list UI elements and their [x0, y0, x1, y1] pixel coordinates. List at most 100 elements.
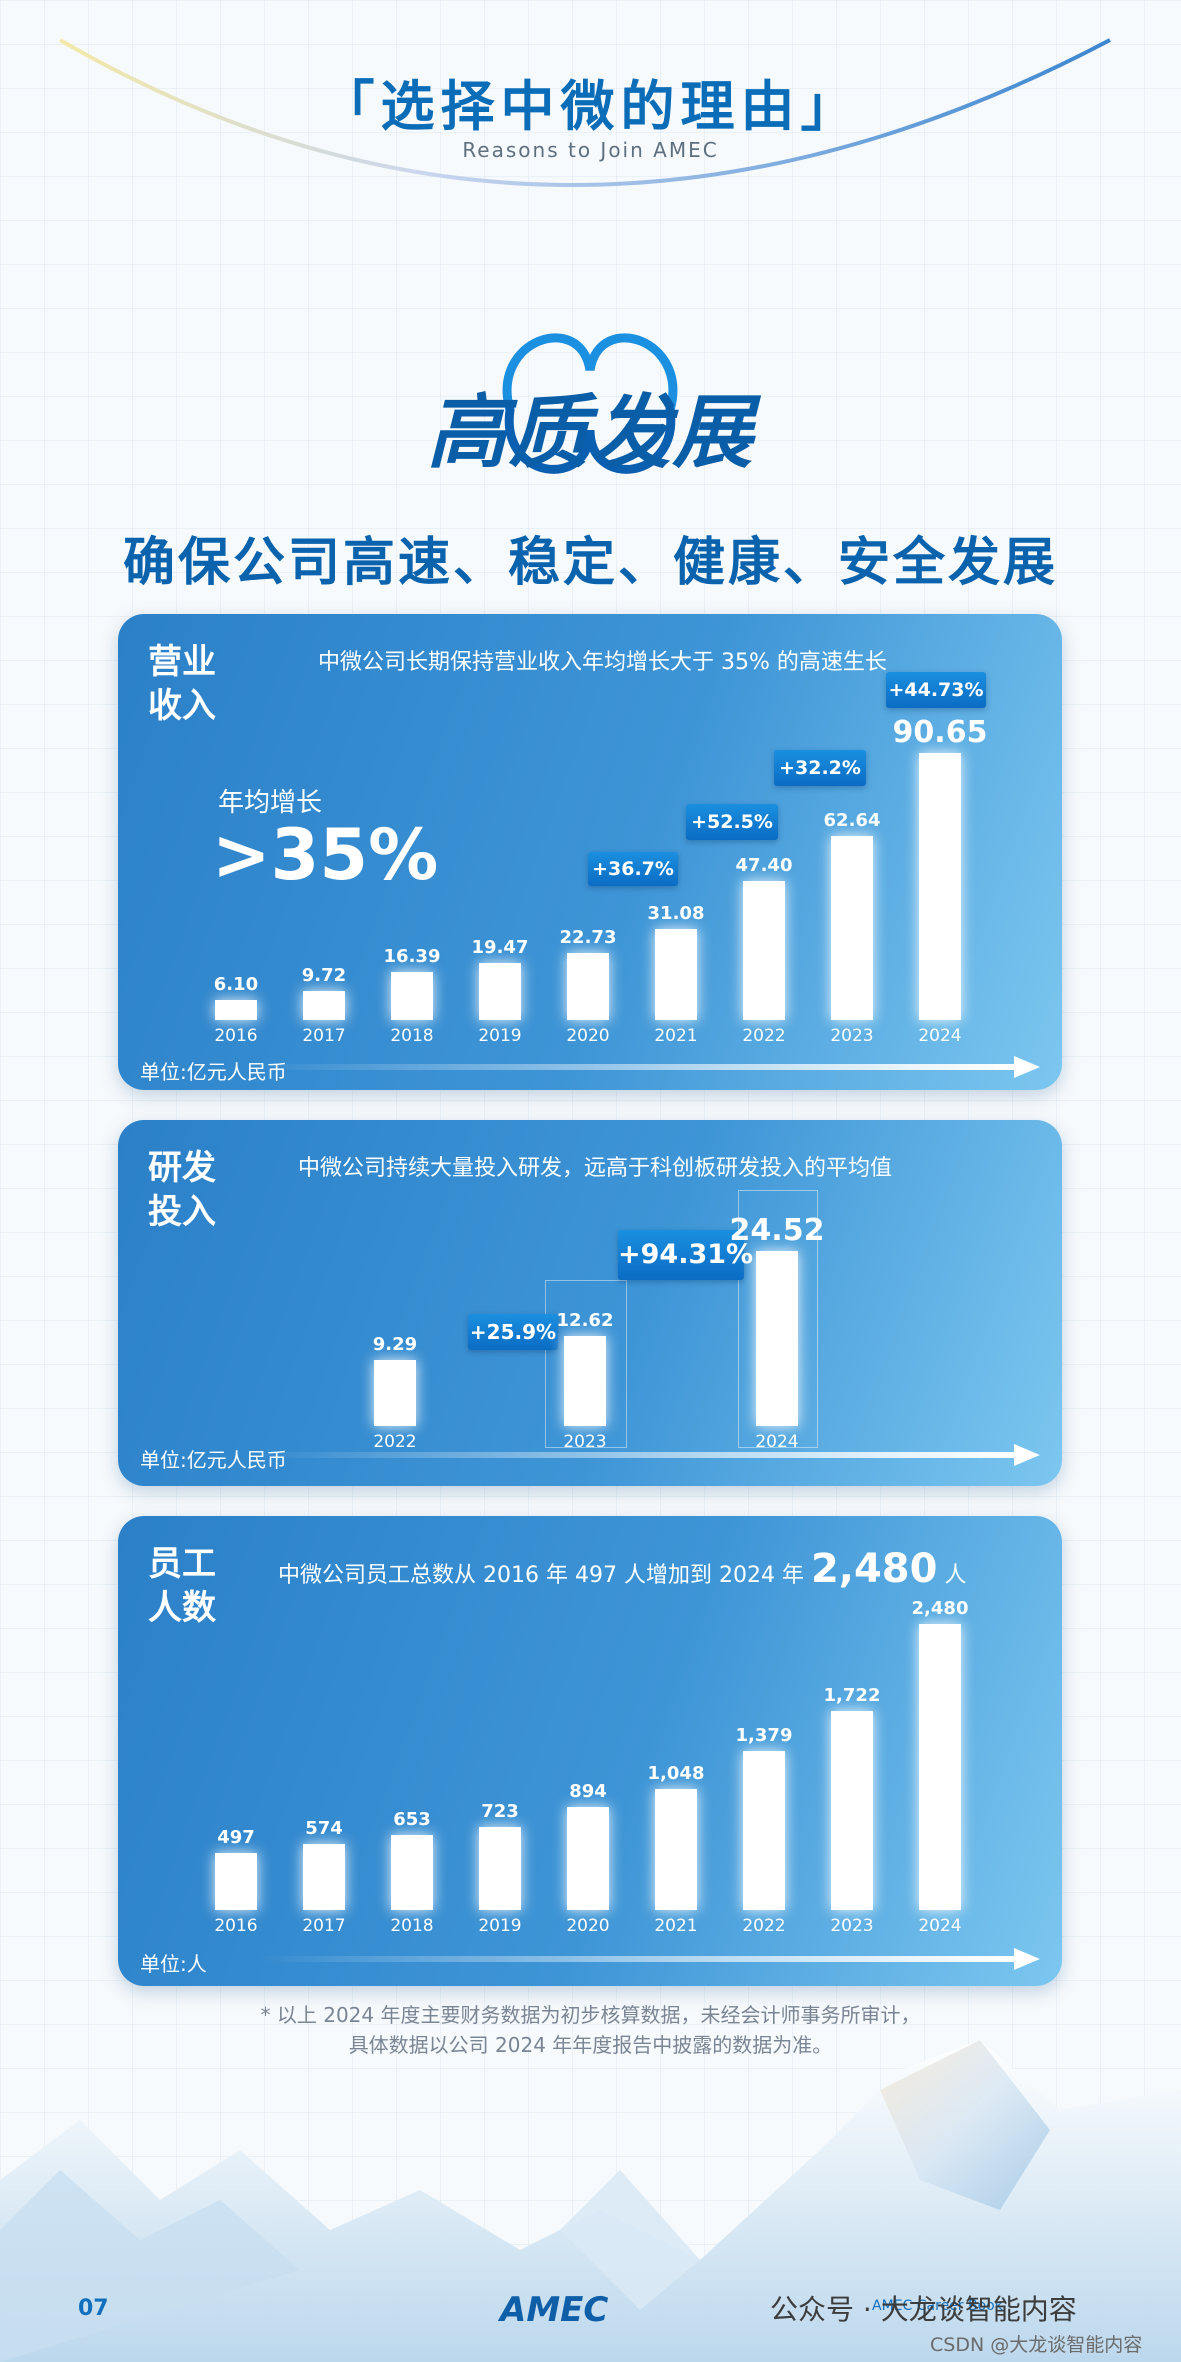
bar-2018: [391, 971, 433, 1020]
year-label-2024: 2024: [918, 1026, 962, 1046]
year-label-2022: 2022: [742, 1026, 786, 1046]
value-label-2022: 47.40: [735, 854, 793, 876]
amec-logo: AMEC: [500, 2290, 609, 2330]
value-label-2023: 62.64: [823, 809, 881, 831]
value-label-2020: 22.73: [559, 927, 617, 949]
rnd-frame-2024: [738, 1190, 818, 1448]
year-label-2024: 2024: [918, 1916, 962, 1936]
bar-2022: [374, 1359, 416, 1426]
year-label-2023: 2023: [830, 1026, 874, 1046]
year-label-2018: 2018: [390, 1026, 434, 1046]
bar-2017: [303, 1843, 345, 1910]
revenue-badge-2023: +32.2%: [774, 750, 866, 786]
header-arc-decoration: [58, 38, 1111, 187]
value-label-2017: 574: [305, 1817, 343, 1839]
bar-2023: [564, 1335, 606, 1426]
value-label-2024: 24.52: [729, 1212, 825, 1248]
watermark-wechat: 公众号 · 大龙谈智能内容: [770, 2293, 1077, 2326]
bar-2023: [831, 835, 873, 1020]
hero-emblem-icon: [502, 333, 678, 474]
value-label-2023: 1,722: [823, 1685, 881, 1707]
watermark-csdn: CSDN @大龙谈智能内容: [930, 2334, 1143, 2356]
bar-2021: [655, 928, 697, 1020]
year-label-2017: 2017: [302, 1916, 346, 1936]
staff-description-prefix: 中微公司员工总数从 2016 年 497 人增加到 2024 年: [278, 1563, 804, 1588]
bar-2022: [743, 1750, 785, 1910]
year-label-2019: 2019: [478, 1916, 522, 1936]
bar-2016: [215, 1000, 257, 1020]
value-label-2016: 497: [217, 1826, 255, 1848]
year-label-2024: 2024: [755, 1432, 799, 1452]
year-label-2020: 2020: [566, 1916, 610, 1936]
year-label-2022: 2022: [742, 1916, 786, 1936]
bar-2022: [743, 880, 785, 1020]
growth-value: >35%: [212, 814, 439, 896]
rnd-panel-title: 研发投入: [148, 1148, 216, 1232]
value-label-2020: 894: [569, 1780, 607, 1802]
staff-panel: 员工人数 中微公司员工总数从 2016 年 497 人增加到 2024 年 2,…: [118, 1516, 1062, 1986]
rnd-badge-2023: +25.9%: [468, 1314, 558, 1350]
revenue-badge-2021: +36.7%: [588, 852, 678, 886]
value-label-2024: 90.65: [892, 715, 988, 751]
revenue-panel-title: 营业收入: [148, 642, 216, 726]
year-label-2016: 2016: [214, 1916, 258, 1936]
footnote-line-1: * 以上 2024 年度主要财务数据为初步核算数据，未经会计师事务所审计，: [260, 2003, 921, 2027]
bar-2021: [655, 1789, 697, 1910]
year-label-2021: 2021: [654, 1916, 698, 1936]
bar-2019: [479, 1826, 521, 1910]
year-label-2023: 2023: [563, 1432, 607, 1452]
revenue-panel: 营业收入 中微公司长期保持营业收入年均增长大于 35% 的高速生长 年均增长 >…: [118, 614, 1062, 1090]
value-label-2017: 9.72: [301, 965, 347, 987]
footer-caption: AMEC Career Book: [872, 2298, 1003, 2314]
growth-label: 年均增长: [218, 788, 323, 818]
hero-subheading: 确保公司高速、稳定、健康、安全发展: [122, 533, 1058, 593]
bar-2024: [756, 1250, 798, 1426]
staff-description-highlight: 2,480: [810, 1546, 938, 1592]
staff-unit: 单位:人: [140, 1952, 207, 1976]
value-label-2022: 1,379: [735, 1724, 793, 1746]
revenue-description: 中微公司长期保持营业收入年均增长大于 35% 的高速生长: [318, 650, 887, 675]
footnote-line-2: 具体数据以公司 2024 年年度报告中披露的数据为准。: [348, 2033, 833, 2057]
bar-2024: [919, 1623, 961, 1910]
value-label-2016: 6.10: [213, 974, 259, 995]
bar-2017: [303, 991, 345, 1020]
value-label-2019: 19.47: [471, 936, 529, 958]
year-label-2021: 2021: [654, 1026, 698, 1046]
year-label-2022: 2022: [373, 1432, 417, 1452]
rnd-panel: 研发投入 中微公司持续大量投入研发，远高于科创板研发投入的平均值 +25.9% …: [118, 1120, 1062, 1486]
value-label-2022: 9.29: [372, 1333, 418, 1355]
page-title: 「选择中微的理由」: [320, 75, 861, 138]
year-label-2018: 2018: [390, 1916, 434, 1936]
page-subtitle: Reasons to Join AMEC: [462, 138, 719, 162]
value-label-2021: 1,048: [647, 1763, 705, 1785]
year-label-2016: 2016: [214, 1026, 258, 1046]
value-label-2018: 653: [393, 1808, 431, 1830]
staff-panel-title: 员工人数: [148, 1544, 216, 1628]
page-number: 07: [78, 2296, 109, 2321]
revenue-badge-2024: +44.73%: [886, 672, 986, 708]
value-label-2024: 2,480: [911, 1597, 969, 1619]
mountains-decoration: [0, 2040, 1181, 2362]
staff-description: 中微公司员工总数从 2016 年 497 人增加到 2024 年 2,480 人: [278, 1546, 966, 1592]
bar-2023: [831, 1711, 873, 1910]
revenue-timeline-arrow-icon: [258, 1056, 1040, 1078]
bar-2019: [479, 962, 521, 1020]
year-label-2019: 2019: [478, 1026, 522, 1046]
staff-timeline-arrow-icon: [258, 1948, 1040, 1970]
revenue-badge-2022: +52.5%: [686, 804, 778, 840]
hero-title: 高质发展: [426, 386, 755, 479]
bar-2024: [919, 753, 961, 1020]
bar-2020: [567, 953, 609, 1020]
bar-2020: [567, 1806, 609, 1910]
value-label-2019: 723: [481, 1800, 519, 1822]
bar-2016: [215, 1852, 257, 1910]
rnd-badge-2024: +94.31%: [618, 1230, 753, 1280]
value-label-2018: 16.39: [383, 945, 441, 967]
year-label-2023: 2023: [830, 1916, 874, 1936]
staff-description-suffix: 人: [944, 1563, 967, 1588]
year-label-2020: 2020: [566, 1026, 610, 1046]
rnd-description: 中微公司持续大量投入研发，远高于科创板研发投入的平均值: [298, 1156, 893, 1181]
value-label-2023: 12.62: [556, 1309, 614, 1331]
rnd-timeline-arrow-icon: [258, 1444, 1040, 1466]
year-label-2017: 2017: [302, 1026, 346, 1046]
